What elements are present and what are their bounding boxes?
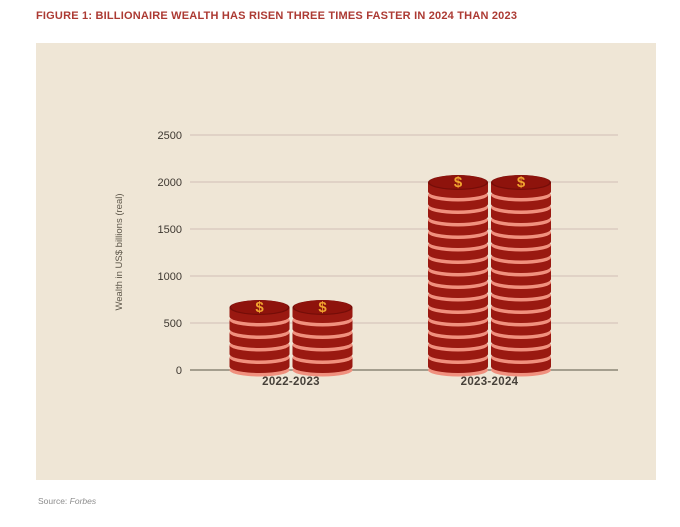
chart-panel: 0 500 1000 1500 2000 2500 Wealth in US$ billio… [36,43,656,480]
y-tick-label: 2000 [158,177,182,189]
x-category-label: 2023-2024 [461,376,519,388]
source-text: Source: Forbes [38,496,96,506]
chart-svg: 0 500 1000 1500 2000 2500 Wealth in US$ billio… [114,130,618,388]
dollar-sign-icon: $ [454,174,463,191]
y-axis-title: Wealth in US$ billions (real) [114,193,125,310]
coin-face [231,300,288,314]
y-tick-label: 0 [176,365,182,377]
dollar-sign-icon: $ [255,299,264,316]
dollar-sign-icon: $ [517,174,526,191]
dollar-sign-icon: $ [318,299,327,316]
coin-stack: $ [428,174,488,377]
coin-face [492,175,550,189]
coin-stack: $ [491,174,551,377]
coin-stack: $ [229,299,290,377]
source-name: Forbes [69,496,97,506]
x-category-label: 2022-2023 [262,376,320,388]
y-tick-label: 500 [164,318,182,330]
y-tick-label: 1000 [158,271,182,283]
coin-face [429,175,487,189]
coin-stack: $ [292,299,353,377]
y-tick-label: 1500 [158,224,182,236]
y-tick-label: 2500 [158,130,182,142]
figure-title: FIGURE 1: BILLIONAIRE WEALTH HAS RISEN T… [36,10,518,22]
coin-face [294,300,351,314]
source-label: Source: [38,496,70,506]
